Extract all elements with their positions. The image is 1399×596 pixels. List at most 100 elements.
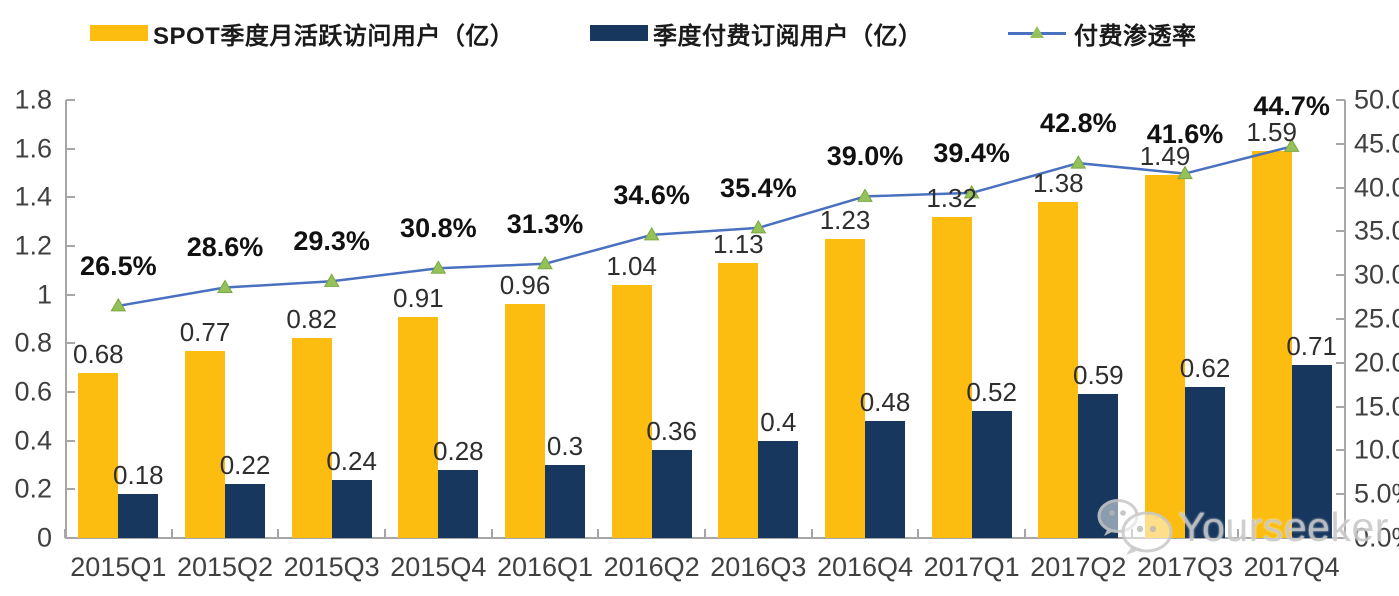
penetration-pct-label: 35.4% — [720, 172, 797, 203]
x-axis-category-label: 2016Q1 — [496, 552, 594, 582]
right-axis-tick — [1336, 318, 1345, 320]
subs-legend-swatch — [590, 25, 648, 41]
bar-subscribers — [225, 484, 265, 538]
x-axis-category-label: 2016Q3 — [710, 552, 807, 582]
bar-subscribers — [865, 421, 905, 538]
left-axis-tick — [66, 488, 75, 491]
left-axis-tick — [66, 245, 75, 247]
left-axis-tick — [66, 196, 75, 199]
left-axis-tick-label: 1.4 — [14, 181, 52, 212]
mau-legend-swatch — [90, 25, 148, 41]
bar-mau — [78, 372, 119, 538]
x-axis-tick — [64, 529, 66, 538]
x-axis-tick — [170, 529, 173, 538]
x-axis-tick — [384, 529, 386, 538]
right-axis-tick-label: 45.0% — [1354, 128, 1399, 159]
x-axis-tick — [1024, 529, 1026, 538]
right-axis-tick — [1336, 449, 1345, 452]
bar-mau — [398, 316, 439, 538]
right-axis-tick — [1336, 99, 1345, 101]
subscribers-value-label: 0.3 — [546, 431, 584, 461]
right-axis-tick-label: 20.0% — [1354, 347, 1399, 378]
left-axis-tick-label: 0.8 — [14, 327, 52, 358]
x-axis-tick — [490, 529, 493, 538]
right-axis-tick-label: 5.0% — [1354, 478, 1399, 509]
subscribers-value-label: 0.59 — [1073, 360, 1124, 391]
right-axis-tick-label: 15.0% — [1354, 391, 1399, 422]
subscribers-value-label: 0.28 — [433, 435, 484, 466]
mau-value-label: 1.04 — [606, 250, 657, 281]
subscribers-value-label: 0.18 — [113, 460, 164, 491]
x-axis-tick — [704, 529, 706, 538]
mau-value-label: 0.68 — [73, 338, 124, 369]
watermark: Yourseeker — [1094, 496, 1389, 558]
bar-mau — [611, 284, 652, 538]
penetration-pct-label: 31.3% — [506, 208, 584, 239]
x-axis-tick — [810, 529, 813, 538]
penetration-pct-label: 44.7% — [1253, 91, 1330, 122]
left-axis-tick — [66, 342, 75, 345]
x-axis-category-label: 2017Q1 — [923, 552, 1020, 582]
x-axis-tick — [1237, 529, 1240, 538]
left-axis-tick-label: 0 — [36, 522, 52, 553]
x-axis-category-label: 2017Q3 — [1136, 552, 1234, 582]
left-axis-tick — [66, 391, 75, 393]
right-axis-tick-label: 50.0% — [1354, 84, 1399, 115]
mau-value-label: 1.32 — [926, 182, 977, 213]
left-axis-tick-label: 0.6 — [14, 376, 52, 407]
subscribers-value-label: 0.22 — [219, 450, 271, 481]
left-axis-tick-label: 1.6 — [14, 133, 52, 164]
bar-subscribers — [331, 479, 372, 538]
penetration-pct-label: 29.3% — [293, 226, 370, 257]
mau-value-label: 1.49 — [1139, 141, 1191, 172]
right-axis-tick — [1336, 493, 1345, 496]
left-axis-tick-label: 1.2 — [14, 230, 52, 261]
right-axis-tick-label: 30.0% — [1354, 259, 1399, 290]
mau-value-label: 0.91 — [393, 282, 444, 313]
x-axis-category-label: 2017Q2 — [1030, 552, 1127, 582]
right-axis-tick — [1336, 361, 1345, 364]
bar-subscribers — [438, 469, 479, 538]
x-axis-tick — [277, 529, 280, 538]
bar-mau — [185, 350, 225, 538]
penetration-pct-label: 28.6% — [186, 232, 264, 263]
subscribers-value-label: 0.24 — [326, 445, 377, 476]
penetration-pct-label: 39.4% — [933, 137, 1010, 168]
left-axis-tick — [66, 439, 75, 442]
left-y-axis-line — [65, 100, 67, 538]
wechat-icon — [1097, 499, 1173, 555]
legend-item-penetration: 付费渗透率 — [1008, 18, 1197, 50]
x-axis-category-label: 2015Q3 — [283, 552, 380, 582]
left-axis-tick-label: 0.2 — [14, 473, 52, 504]
bar-subscribers — [651, 450, 692, 538]
mau-value-label: 1.13 — [713, 229, 764, 260]
subscribers-value-label: 0.52 — [966, 377, 1017, 408]
bar-mau — [505, 304, 545, 538]
left-axis-tick — [66, 99, 75, 101]
penetration-pct-label: 30.8% — [400, 213, 477, 244]
penetration-pct-label: 42.8% — [1040, 108, 1117, 139]
x-axis-category-label: 2015Q4 — [390, 552, 487, 582]
subs-legend-label: 季度付费订阅用户（亿） — [653, 22, 923, 50]
left-axis-tick — [66, 147, 75, 150]
watermark-text: Yourseeker — [1178, 503, 1389, 550]
x-axis-category-label: 2017Q4 — [1243, 552, 1340, 582]
right-axis-tick — [1336, 142, 1345, 145]
penetration-pct-label: 34.6% — [613, 179, 690, 210]
x-axis-line — [65, 537, 1346, 539]
mau-value-label: 0.82 — [286, 304, 337, 335]
right-axis-tick — [1336, 274, 1345, 277]
penetration-pct-label: 26.5% — [80, 250, 157, 281]
right-axis-tick — [1336, 537, 1345, 539]
x-axis-category-label: 2015Q2 — [176, 552, 274, 582]
subscribers-value-label: 0.71 — [1286, 331, 1337, 362]
bar-mau — [291, 338, 332, 538]
right-axis-tick — [1336, 230, 1345, 233]
x-axis-category-label: 2016Q4 — [816, 552, 914, 582]
legend-item-mau: SPOT季度月活跃访问用户（亿） — [90, 18, 514, 50]
right-axis-tick-label: 10.0% — [1354, 434, 1399, 465]
right-axis-tick-label: 35.0% — [1354, 215, 1399, 246]
x-axis-category-label: 2015Q1 — [70, 552, 167, 582]
left-axis-tick-label: 1 — [36, 279, 52, 310]
